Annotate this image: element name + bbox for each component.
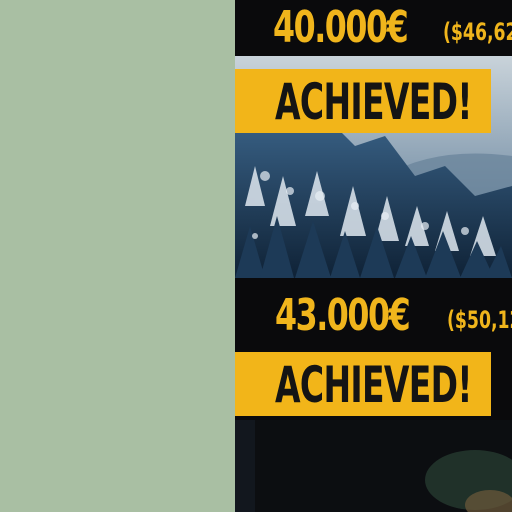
goal-amount-eur: 43.000€ xyxy=(275,290,411,341)
goal-amount-usd: ($50,12 xyxy=(447,306,512,334)
goal-amount-row: 40.000€ ($46,62 xyxy=(235,0,512,56)
dark-scene-image xyxy=(235,420,512,512)
achieved-label: ACHIEVED! xyxy=(275,73,472,131)
achieved-banner: ACHIEVED! xyxy=(235,69,491,133)
goal-amount-usd: ($46,62 xyxy=(443,18,512,46)
achieved-label: ACHIEVED! xyxy=(275,356,472,414)
stretch-goals-panel: 40.000€ ($46,62 xyxy=(235,0,512,512)
achieved-banner: ACHIEVED! xyxy=(235,352,491,416)
blank-left-panel xyxy=(0,0,235,512)
goal-amount-eur: 40.000€ xyxy=(273,2,409,53)
goal-amount-row: 43.000€ ($50,12 xyxy=(235,288,512,344)
